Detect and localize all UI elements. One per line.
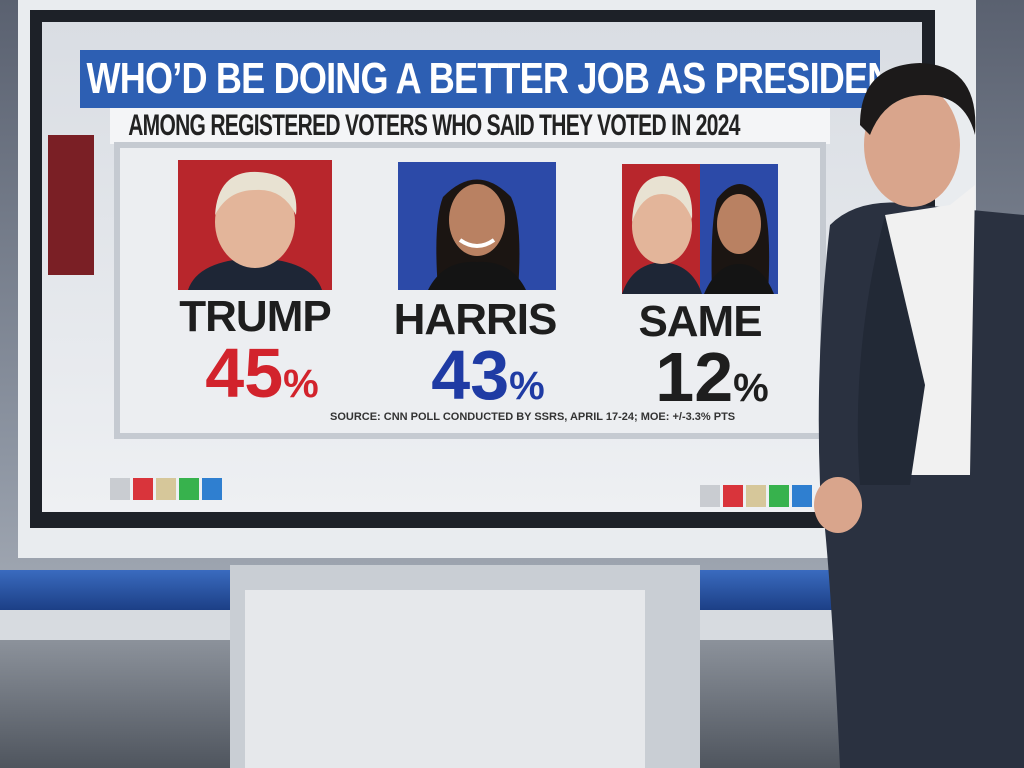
harris-photo: [398, 162, 556, 290]
chip: [156, 478, 176, 500]
side-menu: [48, 135, 94, 275]
hair: [860, 63, 976, 135]
both-photo: [622, 164, 778, 294]
hand: [814, 477, 862, 533]
source-note: SOURCE: CNN POLL CONDUCTED BY SSRS, APRI…: [330, 411, 736, 423]
percent-unit: %: [733, 366, 769, 410]
percent-unit: %: [283, 362, 319, 406]
subtitle: AMONG REGISTERED VOTERS WHO SAID THEY VO…: [128, 109, 740, 142]
color-chips: [110, 478, 222, 500]
face: [215, 176, 295, 268]
lapel: [857, 215, 925, 485]
clothing: [704, 264, 774, 294]
color-chips: [700, 485, 812, 507]
smile: [458, 238, 496, 248]
percent: 12%: [602, 342, 822, 423]
percent: 45%: [152, 338, 372, 419]
chip: [769, 485, 789, 507]
percent-unit: %: [509, 364, 545, 408]
face: [717, 194, 761, 254]
chip: [110, 478, 130, 500]
candidate-name: HARRIS: [393, 295, 558, 344]
percent-value: 43: [431, 336, 510, 414]
face: [632, 188, 692, 264]
chip: [179, 478, 199, 500]
hair: [632, 176, 693, 222]
pedestal-panel: [245, 590, 645, 768]
face: [449, 184, 505, 256]
suit: [188, 258, 322, 290]
chip: [723, 485, 743, 507]
percent: 43%: [378, 340, 598, 421]
candidate-name: SAME: [638, 297, 762, 346]
chip: [202, 478, 222, 500]
clothing: [428, 261, 526, 290]
chip: [700, 485, 720, 507]
chip: [746, 485, 766, 507]
trump-photo: [178, 160, 332, 290]
presenter: [814, 63, 1024, 768]
percent-value: 12: [655, 338, 734, 416]
title: WHO’D BE DOING A BETTER JOB AS PRESIDENT…: [86, 54, 880, 103]
face: [864, 83, 960, 207]
title-bar: WHO’D BE DOING A BETTER JOB AS PRESIDENT…: [80, 50, 880, 108]
suit: [622, 262, 702, 294]
hair: [215, 171, 297, 215]
chip: [133, 478, 153, 500]
percent-value: 45: [205, 334, 284, 412]
subtitle-bar: AMONG REGISTERED VOTERS WHO SAID THEY VO…: [110, 108, 830, 144]
chip: [792, 485, 812, 507]
candidate-name: TRUMP: [179, 292, 331, 341]
